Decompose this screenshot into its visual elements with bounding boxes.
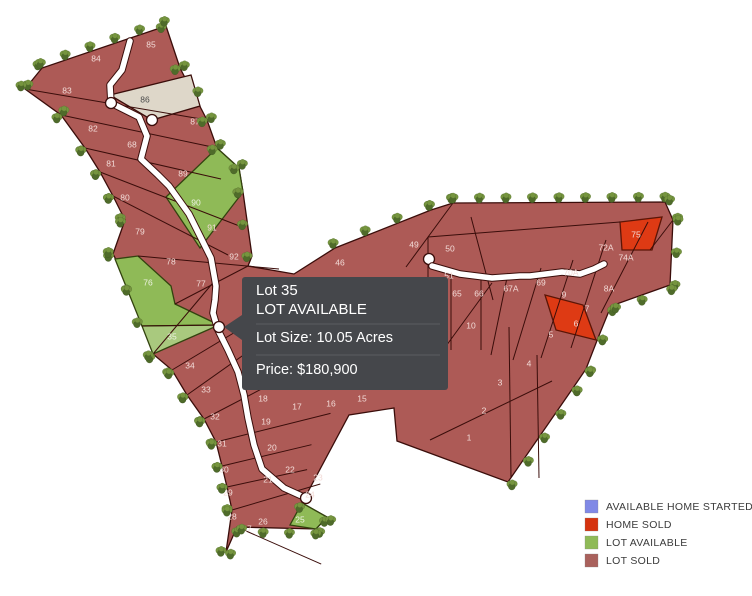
svg-text:92: 92	[229, 251, 239, 261]
svg-text:HOME SOLD: HOME SOLD	[606, 519, 672, 531]
svg-text:82: 82	[88, 123, 98, 133]
svg-text:68: 68	[127, 139, 137, 149]
svg-text:22: 22	[285, 464, 295, 474]
svg-text:18: 18	[258, 393, 268, 403]
svg-text:10: 10	[466, 320, 476, 330]
svg-text:8A: 8A	[604, 283, 615, 293]
svg-text:31: 31	[217, 438, 227, 448]
svg-text:9: 9	[562, 289, 567, 299]
svg-text:34: 34	[185, 360, 195, 370]
svg-text:LOT AVAILABLE: LOT AVAILABLE	[606, 537, 688, 549]
svg-text:7: 7	[585, 303, 590, 313]
svg-text:75: 75	[631, 229, 641, 239]
svg-text:26: 26	[258, 516, 268, 526]
svg-text:72A: 72A	[598, 242, 613, 252]
svg-text:86: 86	[140, 94, 150, 104]
svg-text:AVAILABLE HOME STARTED: AVAILABLE HOME STARTED	[606, 501, 752, 513]
svg-text:6: 6	[574, 318, 579, 328]
svg-text:2: 2	[482, 405, 487, 415]
svg-text:70A: 70A	[563, 267, 578, 277]
svg-text:1: 1	[467, 432, 472, 442]
svg-text:67A: 67A	[503, 283, 518, 293]
svg-text:Lot 35: Lot 35	[256, 282, 298, 299]
svg-text:5: 5	[549, 329, 554, 339]
svg-text:19: 19	[261, 416, 271, 426]
svg-text:23: 23	[313, 472, 323, 482]
svg-text:81: 81	[106, 158, 116, 168]
svg-text:35: 35	[167, 331, 177, 341]
svg-text:90: 90	[191, 197, 201, 207]
svg-text:50: 50	[445, 243, 455, 253]
svg-text:80: 80	[120, 192, 130, 202]
svg-text:77: 77	[196, 278, 206, 288]
svg-text:21: 21	[263, 474, 273, 484]
svg-text:16: 16	[326, 398, 336, 408]
svg-text:17: 17	[292, 401, 302, 411]
svg-text:78: 78	[166, 256, 176, 266]
svg-text:33: 33	[201, 384, 211, 394]
svg-text:3: 3	[498, 377, 503, 387]
svg-text:65: 65	[452, 288, 462, 298]
svg-text:79: 79	[135, 226, 145, 236]
svg-text:Price: $180,900: Price: $180,900	[256, 362, 358, 378]
svg-text:15: 15	[357, 393, 367, 403]
svg-text:46: 46	[335, 257, 345, 267]
svg-text:91: 91	[207, 222, 217, 232]
svg-text:76: 76	[143, 277, 153, 287]
svg-text:Lot Size: 10.05 Acres: Lot Size: 10.05 Acres	[256, 330, 393, 346]
svg-text:85: 85	[146, 39, 156, 49]
svg-text:24: 24	[305, 489, 315, 499]
svg-text:69: 69	[536, 277, 546, 287]
svg-text:89: 89	[178, 168, 188, 178]
svg-text:49: 49	[409, 239, 419, 249]
svg-text:25: 25	[295, 514, 305, 524]
svg-text:4: 4	[527, 358, 532, 368]
svg-text:LOT AVAILABLE: LOT AVAILABLE	[256, 301, 367, 318]
svg-text:66: 66	[474, 288, 484, 298]
svg-text:84: 84	[91, 53, 101, 63]
svg-text:74A: 74A	[618, 252, 633, 262]
svg-text:83: 83	[62, 85, 72, 95]
svg-text:LOT SOLD: LOT SOLD	[606, 555, 660, 567]
svg-text:32: 32	[210, 411, 220, 421]
svg-text:20: 20	[267, 442, 277, 452]
